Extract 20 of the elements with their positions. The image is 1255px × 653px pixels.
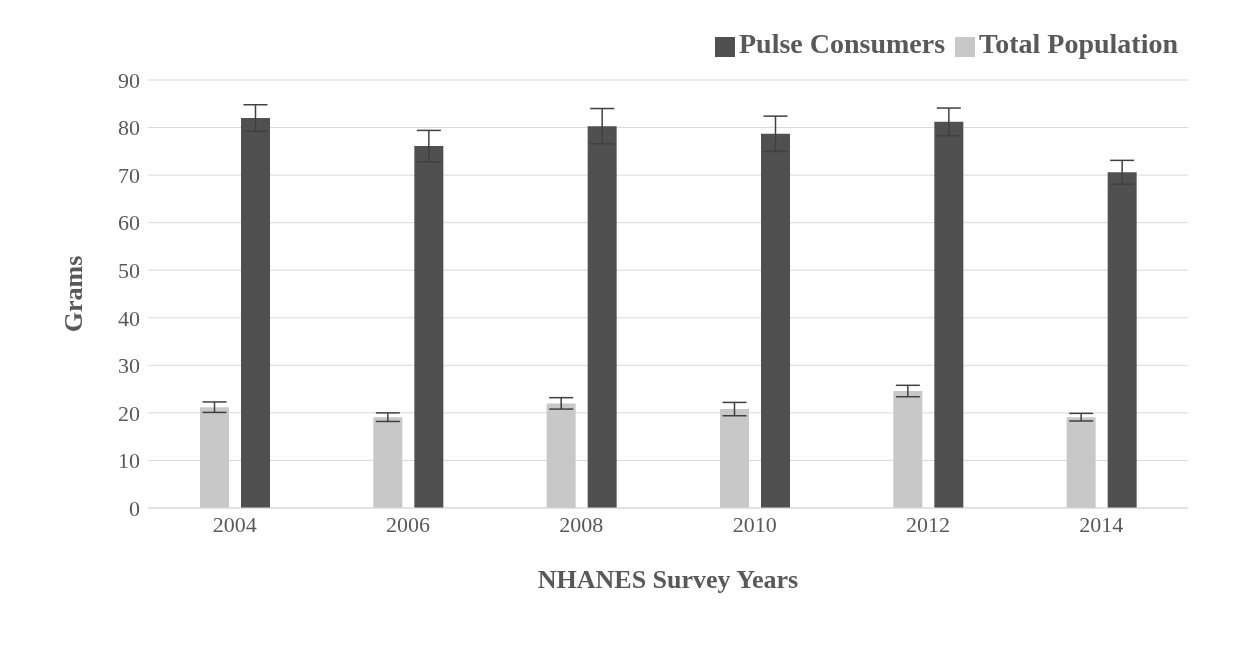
y-tick-label: 40 xyxy=(118,305,140,331)
y-tick-label: 0 xyxy=(129,495,140,521)
x-tick-label: 2010 xyxy=(732,511,777,537)
legend-label: Total Population xyxy=(979,28,1178,59)
x-tick-label: 2012 xyxy=(906,511,950,537)
y-tick-label: 30 xyxy=(118,353,140,379)
x-axis-title: NHANES Survey Years xyxy=(537,565,799,594)
y-tick-label: 70 xyxy=(118,162,140,188)
y-tick-label: 90 xyxy=(118,67,140,93)
y-tick-label: 60 xyxy=(118,210,140,236)
y-axis-title: Grams xyxy=(59,255,89,333)
x-tick-label: 2008 xyxy=(559,511,604,537)
y-tick-label: 50 xyxy=(118,258,140,284)
x-tick-label: 2004 xyxy=(212,511,257,537)
legend-label: Pulse Consumers xyxy=(738,28,946,59)
x-tick-label: 2014 xyxy=(1079,511,1124,537)
y-tick-label: 10 xyxy=(118,448,140,474)
y-tick-label: 80 xyxy=(118,115,140,141)
y-tick-label: 20 xyxy=(118,400,140,426)
x-tick-label: 2006 xyxy=(386,511,430,537)
